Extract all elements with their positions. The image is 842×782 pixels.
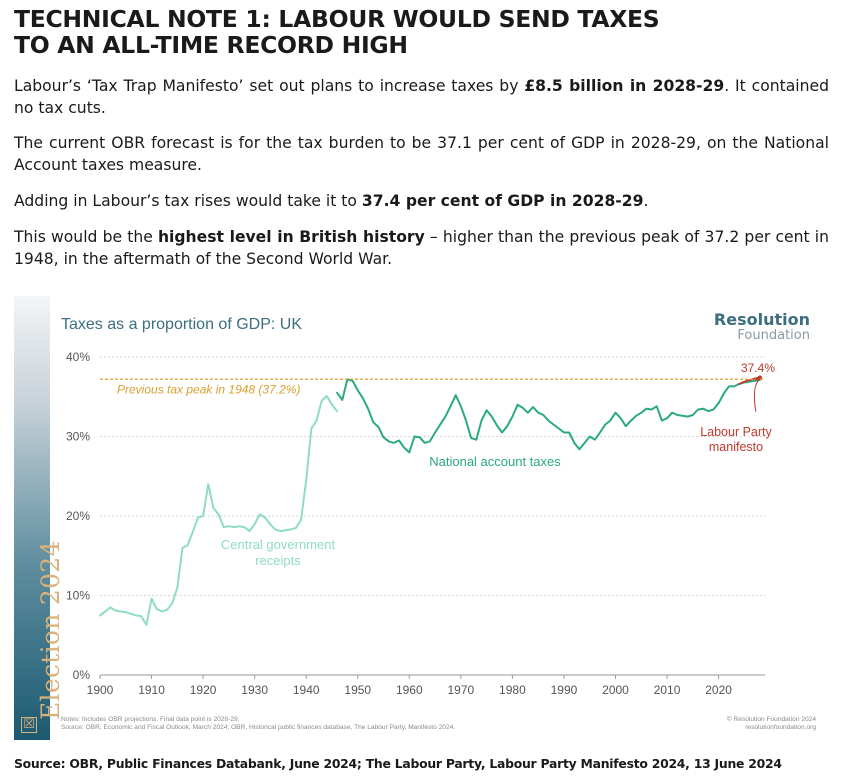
labour-value-label: 37.4% [741, 361, 775, 375]
paragraph-highest-level: This would be the highest level in Briti… [14, 226, 829, 270]
paragraph-labour-rises: Adding in Labour’s tax rises would take … [14, 190, 829, 212]
x-tick-label-1940: 1940 [293, 683, 320, 697]
paragraph-obr-forecast: The current OBR forecast is for the tax … [14, 134, 829, 174]
x-tick-label-1920: 1920 [190, 683, 217, 697]
central-receipts-label-1: Central government [221, 537, 336, 552]
p4-text-c: – higher than the previous peak of 37.2 … [14, 228, 829, 268]
brand-foundation: Foundation [737, 328, 810, 343]
notes-line-1: Notes: Includes OBR projections. Final d… [61, 716, 240, 723]
reference-line-label: Previous tax peak in 1948 (37.2%) [117, 382, 300, 396]
page-source: Source: OBR, Public Finances Databank, J… [14, 756, 782, 771]
x-tick-label-2000: 2000 [602, 683, 629, 697]
p3-text-c: . [643, 192, 649, 210]
p1-text-a: Labour’s ‘Tax Trap Manifesto’ set out pl… [14, 77, 525, 95]
series-national-account-taxes [336, 378, 761, 454]
national-account-taxes-label: National account taxes [429, 454, 561, 469]
chart-title: Taxes as a proportion of GDP: UK [61, 316, 302, 333]
y-tick-label-40: 40% [66, 350, 90, 364]
title-line-2: TO AN ALL-TIME RECORD HIGH [14, 31, 408, 59]
x-tick-label-1970: 1970 [448, 683, 475, 697]
labour-pointer-arrowhead [754, 376, 759, 381]
x-tick-label-2020: 2020 [705, 683, 732, 697]
series-lines [99, 375, 763, 626]
labour-manifesto-label-1: Labour Party [700, 425, 772, 439]
credit-line-2: resolutionfoundation.org [745, 724, 816, 731]
chart-annotations: Previous tax peak in 1948 (37.2%) Central… [100, 361, 775, 568]
p1-bold: £8.5 billion in 2028-29 [524, 77, 725, 95]
paragraph-tax-trap: Labour’s ‘Tax Trap Manifesto’ set out pl… [14, 75, 829, 119]
p1-text-c: . It contained no tax cuts. [14, 77, 829, 117]
x-tick-label-1950: 1950 [344, 683, 371, 697]
tax-gdp-chart: Taxes as a proportion of GDP: UK Resolut… [61, 310, 817, 731]
x-tick-label-1910: 1910 [138, 683, 165, 697]
credit-line-1: © Resolution Foundation 2024 [727, 715, 817, 723]
p3-text-a: Adding in Labour’s tax rises would take … [14, 192, 362, 210]
x-tick-label-1960: 1960 [396, 683, 423, 697]
x-tick-label-1930: 1930 [241, 683, 268, 697]
central-receipts-label-2: receipts [255, 553, 301, 568]
p3-bold: 37.4 per cent of GDP in 2028-29 [361, 192, 644, 210]
election-sidebar: Election 2024 ☒ [14, 296, 65, 740]
y-tick-label-0: 0% [73, 668, 91, 682]
y-tick-label-20: 20% [66, 509, 90, 523]
series-central-government-receipts [99, 395, 339, 626]
x-tick-label-1980: 1980 [499, 683, 526, 697]
labour-pointer-arrow [753, 379, 760, 412]
y-tick-label-10: 10% [66, 589, 90, 603]
page-title: TECHNICAL NOTE 1: LABOUR WOULD SEND TAXE… [14, 6, 814, 58]
x-tick-label-1990: 1990 [551, 683, 578, 697]
y-axis-ticks: 0% 10% 20% 30% 40% [66, 350, 90, 682]
labour-manifesto-label-2: manifesto [709, 440, 763, 454]
y-tick-label-30: 30% [66, 430, 90, 444]
p4-bold: highest level in British history [157, 228, 425, 246]
brand-resolution: Resolution [714, 310, 810, 329]
ballot-box-icon: ☒ [21, 717, 37, 733]
x-tick-label-2010: 2010 [654, 683, 681, 697]
notes-line-2: Source: OBR, Economic and Fiscal Outlook… [61, 724, 455, 731]
x-tick-label-1900: 1900 [87, 683, 114, 697]
title-line-1: TECHNICAL NOTE 1: LABOUR WOULD SEND TAXE… [14, 5, 660, 33]
chart-figure: Election 2024 ☒ Taxes as a proportion of… [14, 296, 828, 740]
x-axis-ticks: 1900 1910 1920 1930 1940 1950 1960 1970 1980 1990… [87, 675, 732, 697]
p4-text-a: This would be the [14, 228, 158, 246]
